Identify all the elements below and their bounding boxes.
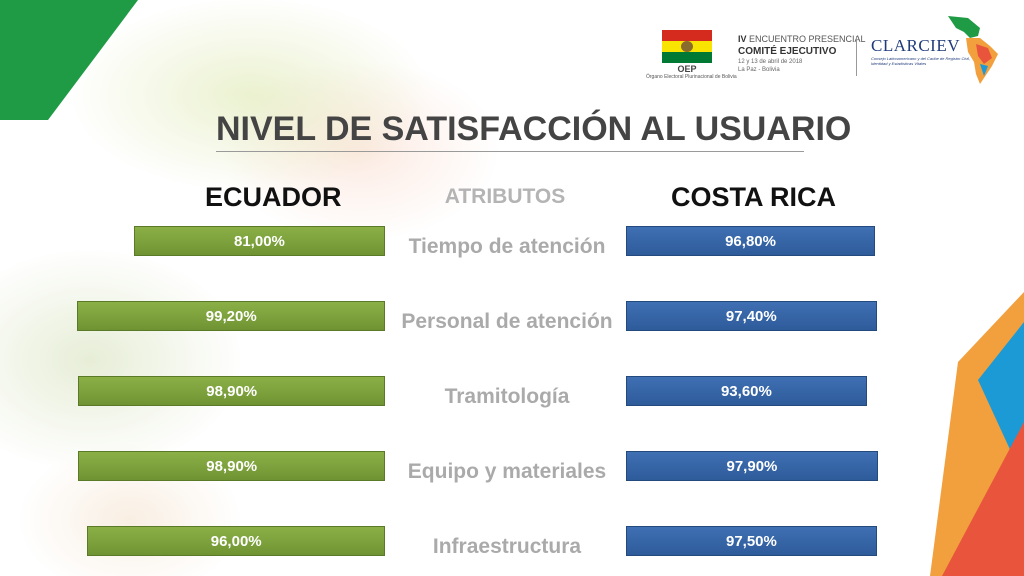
- logo-separator: [856, 36, 857, 76]
- red-corner-shape: [942, 422, 1024, 576]
- ecuador-bar: 99,20%: [77, 301, 385, 331]
- ecuador-bar: 96,00%: [87, 526, 385, 556]
- attribute-label: Tramitología: [444, 385, 570, 408]
- costa-rica-bar: 96,80%: [626, 226, 876, 256]
- ecuador-bar: 98,90%: [78, 451, 385, 481]
- costa-rica-bar: 97,90%: [626, 451, 878, 481]
- event-title: ENCUENTRO PRESENCIAL: [746, 34, 866, 44]
- clarciev-subtitle: Consejo Latinoamericano y del Caribe de …: [871, 56, 971, 66]
- attribute-label: Infraestructura: [432, 535, 582, 558]
- event-committee: COMITÉ EJECUTIVO: [738, 46, 837, 57]
- costa-rica-bar: 93,60%: [626, 376, 867, 406]
- blue-corner-shape: [978, 322, 1024, 480]
- ecuador-bar: 98,90%: [78, 376, 385, 406]
- costa-rica-header: COSTA RICA: [671, 182, 836, 212]
- attribute-label: Personal de atención: [401, 310, 613, 333]
- costa-rica-bar: 97,50%: [626, 526, 877, 556]
- header-logos: OEP Órgano Electoral Plurinacional de Bo…: [0, 0, 1024, 100]
- attributes-header: ATRIBUTOS: [444, 185, 566, 208]
- oep-logo: OEP Órgano Electoral Plurinacional de Bo…: [646, 64, 737, 81]
- costa-rica-bar: 97,40%: [626, 301, 877, 331]
- clarciev-logo: CLARCIEV: [871, 36, 960, 55]
- americas-map-icon: [948, 16, 998, 84]
- event-location: La Paz - Bolivia: [738, 67, 780, 73]
- title-underline: [216, 151, 804, 152]
- chart-title: NIVEL DE SATISFACCIÓN AL USUARIO: [216, 110, 852, 148]
- oep-subtitle: Órgano Electoral Plurinacional de Bolivi…: [646, 74, 737, 80]
- event-edition: IV: [738, 34, 747, 44]
- attribute-label: Tiempo de atención: [408, 235, 606, 258]
- attribute-label: Equipo y materiales: [407, 460, 607, 483]
- event-date: 12 y 13 de abril de 2018: [738, 59, 803, 65]
- ecuador-bar: 81,00%: [133, 226, 385, 256]
- bolivia-flag-icon: [662, 30, 712, 63]
- oep-name: OEP: [677, 64, 697, 74]
- ecuador-header: ECUADOR: [205, 182, 342, 212]
- event-info: IV ENCUENTRO PRESENCIAL COMITÉ EJECUTIVO…: [738, 33, 866, 74]
- green-corner-shape: [0, 0, 138, 120]
